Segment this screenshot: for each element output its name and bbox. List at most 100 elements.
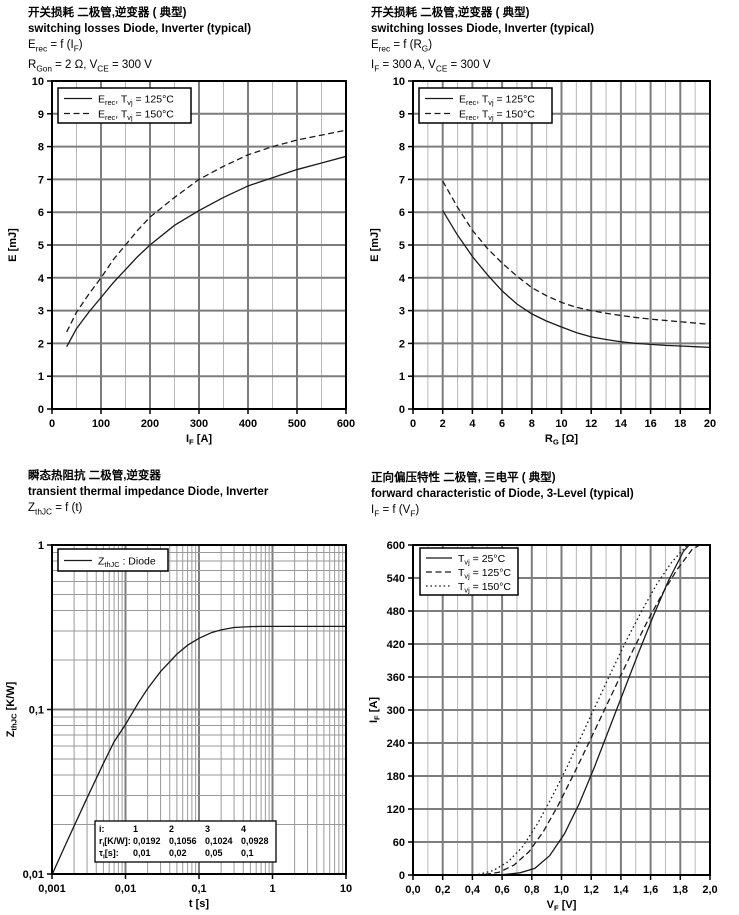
svg-text:600: 600 (337, 418, 355, 430)
series-erec-tvj-150c (442, 180, 710, 326)
y-axis-label: E [mJ] (369, 228, 381, 262)
series-group (52, 625, 346, 874)
svg-text:1,4: 1,4 (613, 884, 629, 896)
chart-formula: Erec = f (RG) (371, 39, 433, 54)
legend-label: ZthJC : Diode (98, 555, 156, 569)
legend-label: Tvj = 25°C (458, 553, 506, 567)
svg-text:6: 6 (38, 207, 44, 219)
chart-header-forward-characteristic: 正向偏压特性 二极管, 三电平 ( 典型) forward characteri… (371, 470, 634, 522)
svg-text:16: 16 (644, 418, 656, 430)
svg-text:60: 60 (393, 837, 405, 849)
svg-text:0: 0 (49, 418, 55, 430)
series-tvj-150c (469, 545, 691, 875)
svg-text:1,8: 1,8 (673, 884, 688, 896)
inset-table-cell: 0,0192 (133, 836, 161, 846)
svg-text:0,0: 0,0 (405, 884, 420, 896)
svg-text:20: 20 (704, 418, 716, 430)
svg-text:3: 3 (399, 306, 405, 318)
inset-table-cell: τi[s]: (99, 848, 119, 861)
chart-header-switching-losses-if: 开关损耗 二极管,逆变器 ( 典型) switching losses Diod… (28, 5, 251, 78)
inset-table-cell: 0,01 (133, 848, 151, 858)
x-axis-label: t [s] (189, 898, 210, 910)
svg-text:0,8: 0,8 (524, 884, 539, 896)
svg-text:8: 8 (399, 142, 405, 154)
inset-table-cell: 4 (241, 824, 246, 834)
legend-label: Erec, Tvj = 125°C (98, 93, 174, 107)
svg-text:3: 3 (38, 306, 44, 318)
svg-text:4: 4 (399, 273, 406, 285)
svg-text:2,0: 2,0 (702, 884, 717, 896)
svg-text:6: 6 (499, 418, 505, 430)
series-erec-tvj-150c (66, 129, 346, 333)
svg-text:7: 7 (38, 174, 44, 186)
svg-text:1: 1 (38, 371, 44, 383)
svg-text:600: 600 (387, 540, 405, 552)
x-axis-label: IF [A] (186, 433, 212, 447)
svg-text:10: 10 (340, 883, 352, 895)
chart-formula: IF = f (VF) (371, 504, 420, 519)
y-axis-label: ZthJC [K/W] (5, 681, 19, 737)
svg-text:120: 120 (387, 804, 405, 816)
svg-text:0,6: 0,6 (494, 884, 509, 896)
legend-label: Erec, Tvj = 150°C (98, 108, 174, 122)
axis-ticks-and-labels: 0 100 200 300 400 500 600 0 1 2 3 4 5 6 7 8 9 10 IF [A] E [… (7, 76, 355, 447)
inset-table-cell: 0,1024 (205, 836, 233, 846)
y-axis-label: E [mJ] (7, 228, 19, 262)
series-zthjc-diode (52, 625, 346, 874)
chart-header-switching-losses-rg: 开关损耗 二极管,逆变器 ( 典型) switching losses Diod… (371, 5, 594, 78)
inset-table-cell: 0,0928 (241, 836, 269, 846)
svg-text:420: 420 (387, 639, 405, 651)
svg-text:6: 6 (399, 207, 405, 219)
svg-text:4: 4 (469, 418, 476, 430)
svg-text:300: 300 (387, 705, 405, 717)
svg-text:0: 0 (399, 404, 405, 416)
svg-text:14: 14 (615, 418, 628, 430)
plot-grid (413, 81, 710, 409)
legend: ZthJC : Diode (57, 548, 169, 572)
svg-text:300: 300 (190, 418, 208, 430)
svg-text:4: 4 (38, 273, 45, 285)
svg-text:2: 2 (38, 338, 44, 350)
svg-text:1,2: 1,2 (584, 884, 599, 896)
svg-text:240: 240 (387, 738, 405, 750)
inset-table-cell: 0,05 (205, 848, 223, 858)
svg-text:0: 0 (399, 870, 405, 882)
inset-table-cell: 1 (133, 824, 138, 834)
svg-text:2: 2 (399, 338, 405, 350)
svg-text:1,6: 1,6 (643, 884, 658, 896)
chart-header-thermal-impedance: 瞬态热阻抗 二极管,逆变器 transient thermal impedanc… (28, 468, 268, 520)
inset-table-cell: 0,02 (169, 848, 187, 858)
svg-text:0,01: 0,01 (115, 883, 136, 895)
series-group (442, 180, 710, 348)
svg-text:100: 100 (92, 418, 110, 430)
svg-text:9: 9 (38, 109, 44, 121)
series-group (469, 545, 700, 875)
x-axis-label: VF [V] (547, 899, 577, 913)
axis-ticks-and-labels: 0,001 0,01 0,1 1 10 0,01 0,1 1 t [s] ZthJC [K/W] (5, 540, 352, 910)
chart-title-zh: 瞬态热阻抗 二极管,逆变器 (28, 470, 161, 482)
y-axis-label: IF [A] (368, 697, 382, 723)
svg-text:0: 0 (38, 404, 44, 416)
svg-text:0,001: 0,001 (38, 883, 66, 895)
svg-text:5: 5 (399, 240, 405, 252)
svg-text:1,0: 1,0 (554, 884, 569, 896)
svg-text:8: 8 (38, 142, 44, 154)
chart-formula: ZthJC = f (t) (28, 502, 83, 517)
x-axis-label: RG [Ω] (545, 433, 578, 447)
chart-title-en: switching losses Diode, Inverter (typica… (371, 23, 595, 35)
svg-text:400: 400 (239, 418, 257, 430)
svg-text:0,4: 0,4 (465, 884, 481, 896)
inset-table-cell: 3 (205, 824, 210, 834)
svg-text:0,1: 0,1 (29, 705, 44, 717)
svg-text:480: 480 (387, 606, 405, 618)
inset-table: i: 1 2 3 4 ri[K/W]: 0,0192 0,1056 0,1024 0,0928 τi… (94, 820, 277, 863)
forward-characteristic-plot: 0,0 0,2 0,4 0,6 0,8 1,0 1,2 1,4 1,6 1,8 2,0 0 60 120 1… (368, 540, 718, 913)
switching-losses-if-plot: 0 100 200 300 400 500 600 0 1 2 3 4 5 6 7 8 9 10 IF [A] E [… (7, 76, 355, 447)
svg-text:7: 7 (399, 174, 405, 186)
svg-text:0,2: 0,2 (435, 884, 450, 896)
svg-text:500: 500 (288, 418, 306, 430)
inset-table-cell: 2 (169, 824, 174, 834)
svg-text:360: 360 (387, 672, 405, 684)
